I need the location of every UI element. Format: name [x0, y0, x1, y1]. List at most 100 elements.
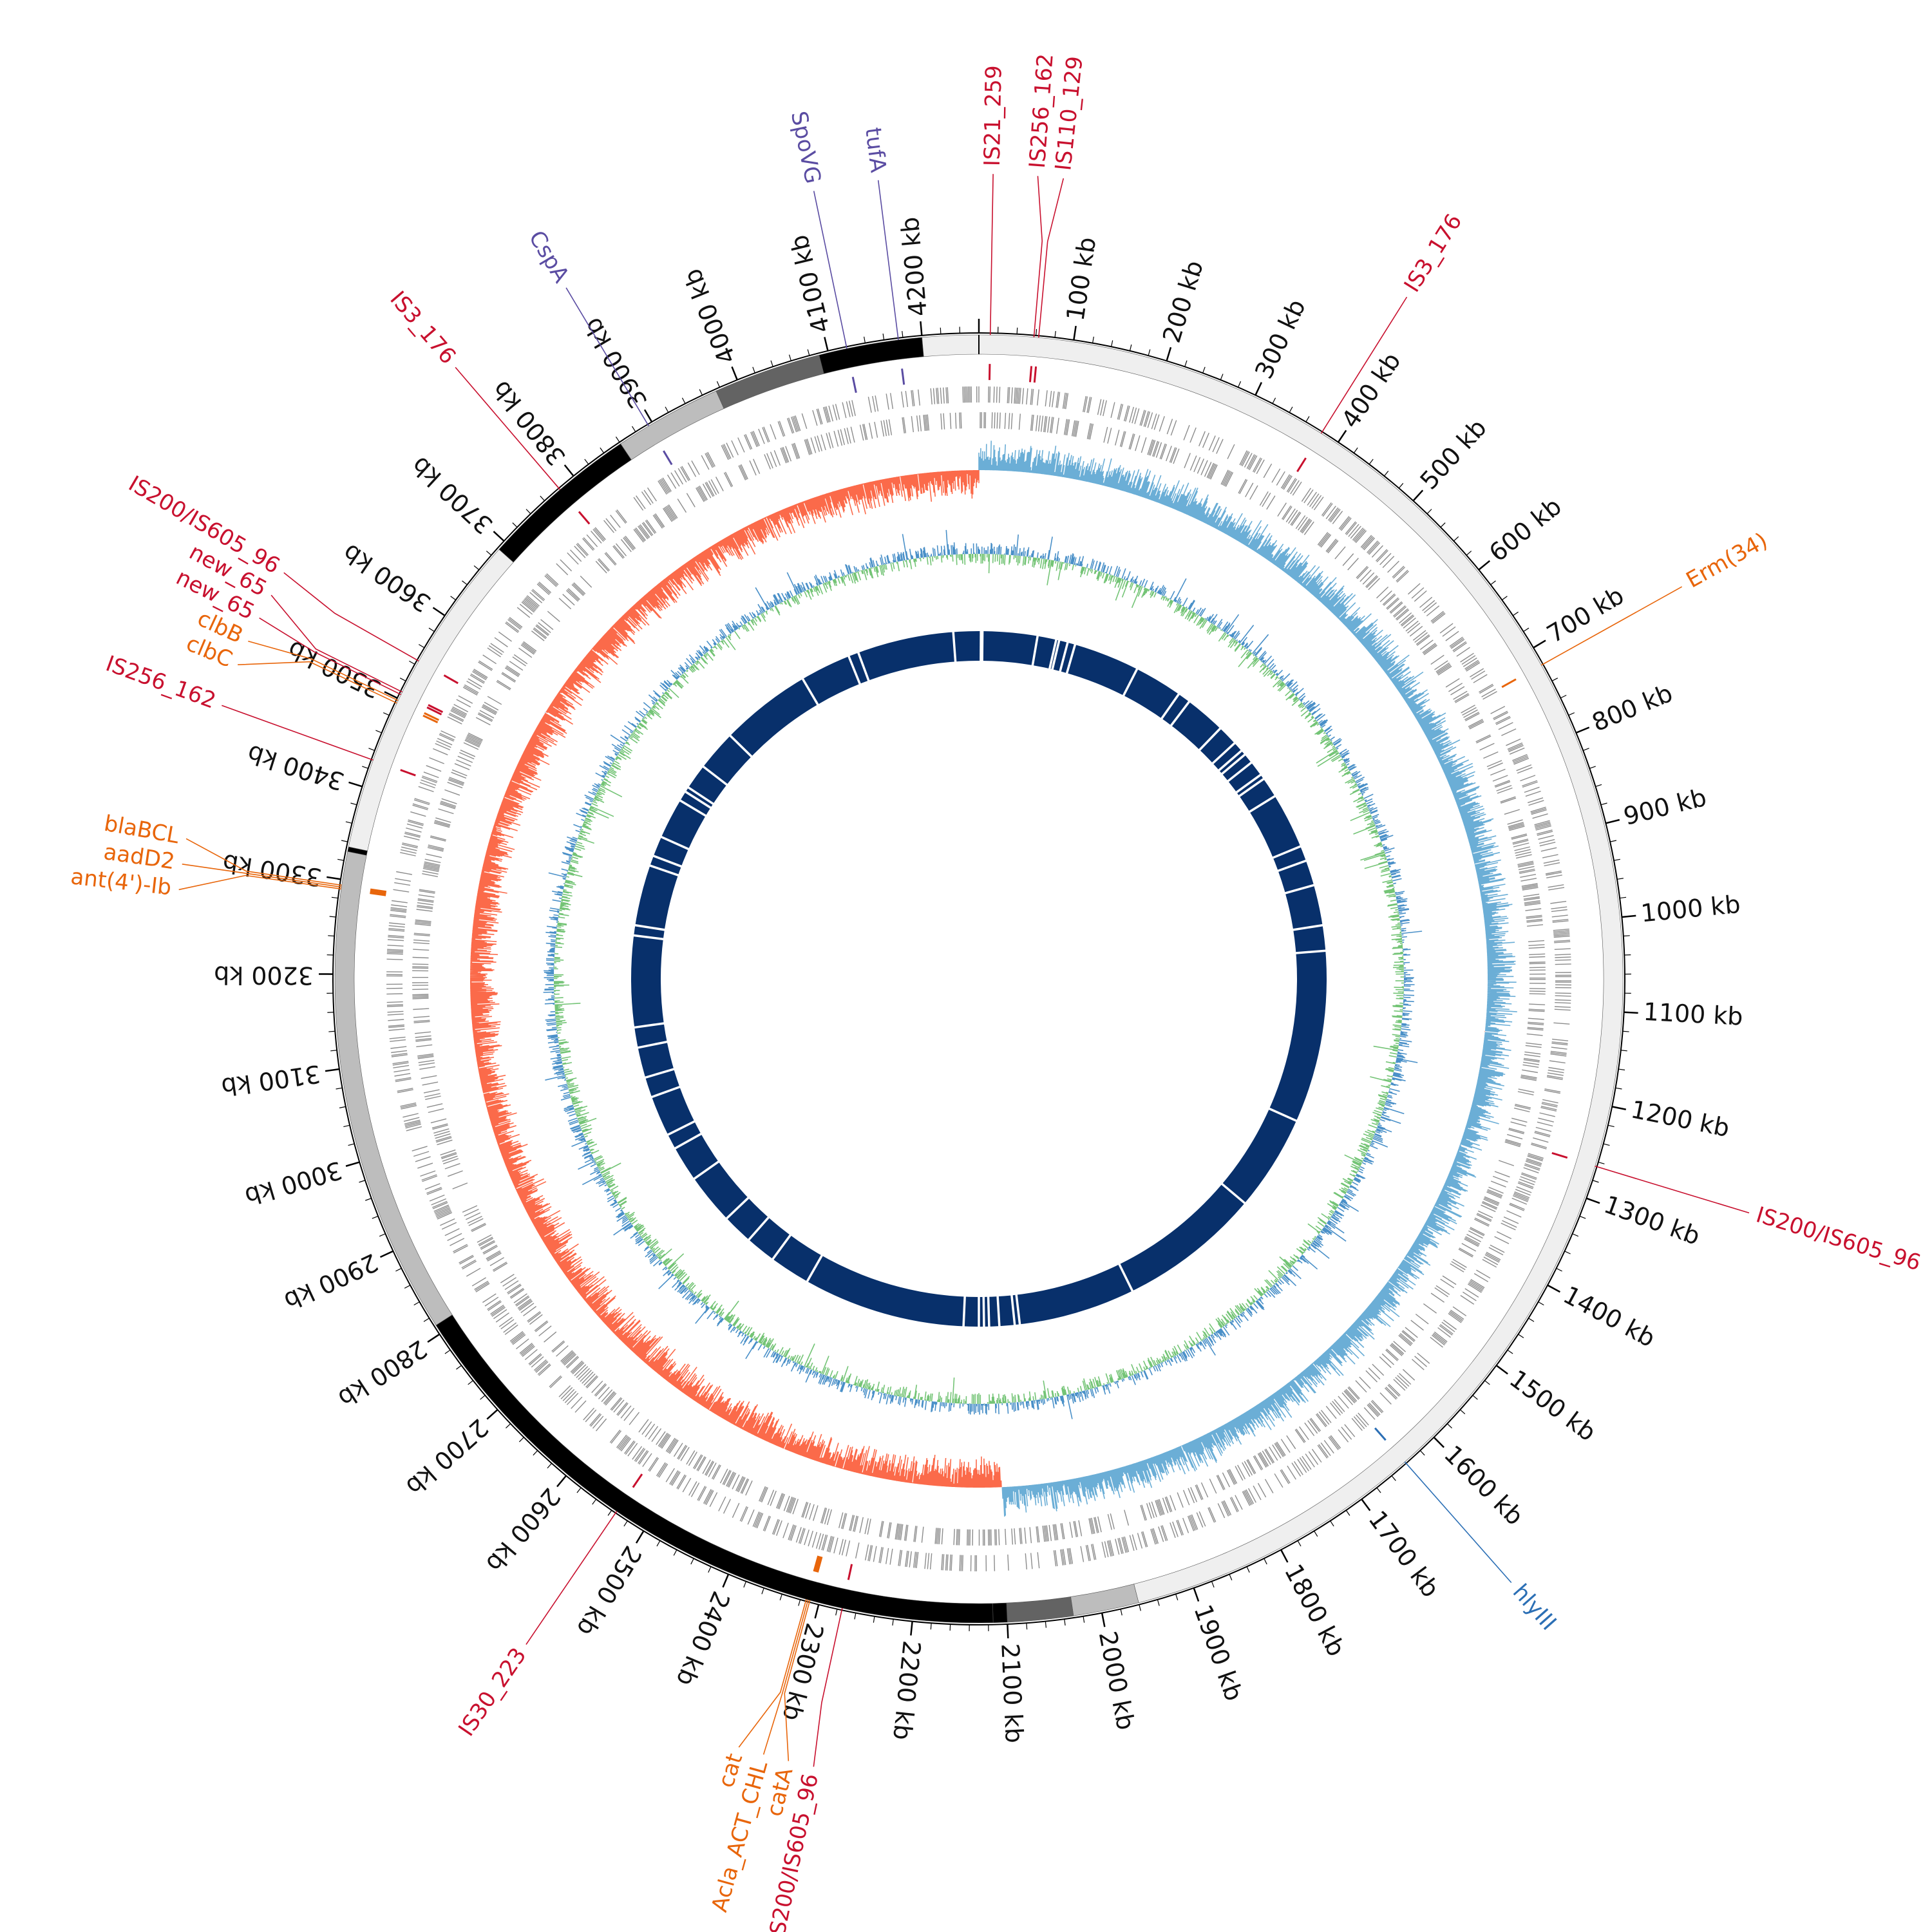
identity-gap	[692, 1160, 721, 1180]
gc-content-track	[543, 529, 1423, 1419]
identity-gap	[1237, 777, 1265, 798]
gc-low	[553, 553, 1405, 1405]
feature-leader-line	[813, 191, 848, 349]
identity-gap	[1247, 794, 1277, 814]
feature-label: IS30_223	[453, 1643, 531, 1741]
major-tick	[1495, 1365, 1508, 1375]
tick-label: 2800 kb	[333, 1334, 432, 1413]
feature-leader-line	[238, 661, 397, 704]
major-tick	[1101, 1613, 1106, 1627]
minor-tick	[607, 1510, 612, 1516]
identity-gap	[1117, 1262, 1134, 1293]
tick-label: 1600 kb	[1439, 1440, 1529, 1531]
minor-tick	[336, 1087, 343, 1090]
feature-leader-line	[1320, 296, 1408, 434]
minor-tick	[1092, 336, 1094, 343]
major-tick	[384, 691, 398, 699]
minor-tick	[576, 1487, 582, 1493]
major-tick	[427, 1333, 440, 1343]
feature-leader-line	[248, 640, 399, 701]
minor-tick	[1054, 330, 1056, 338]
minor-tick	[1272, 397, 1276, 404]
minor-tick	[329, 916, 336, 918]
minor-tick	[1620, 1050, 1627, 1052]
minor-tick	[339, 1106, 346, 1108]
region-ring	[334, 334, 1624, 1624]
identity-gap	[678, 799, 708, 818]
minor-tick	[343, 1124, 350, 1128]
identity-gap	[1015, 1293, 1021, 1326]
major-tick	[1412, 489, 1424, 502]
tick-label: 2100 kb	[996, 1643, 1028, 1744]
region-arc	[498, 443, 632, 563]
feature-marker	[1374, 1427, 1387, 1441]
major-tick	[1478, 560, 1491, 571]
skew-negative	[469, 469, 1485, 1488]
tick-label: 1700 kb	[1363, 1506, 1444, 1603]
feature-leader-line	[1595, 1165, 1750, 1214]
minor-tick	[1490, 580, 1496, 585]
region-arc	[1070, 1584, 1139, 1616]
minor-tick	[480, 1395, 486, 1400]
identity-gap	[649, 864, 680, 877]
major-tick	[722, 1574, 730, 1588]
feature-marker	[1296, 457, 1307, 473]
minor-tick	[1220, 374, 1224, 381]
identity-gap	[1283, 884, 1316, 895]
minor-tick	[330, 1050, 337, 1052]
feature-leader-line	[1540, 586, 1683, 666]
minor-tick	[512, 522, 518, 528]
identity-gap	[666, 1119, 696, 1137]
tick-label: 800 kb	[1588, 679, 1677, 737]
minor-tick	[592, 1499, 597, 1505]
minor-tick	[1610, 840, 1617, 842]
feature-leader-line	[185, 838, 342, 886]
identity-gap	[1122, 667, 1139, 697]
feature-marker	[400, 769, 416, 777]
tick-label: 1000 kb	[1640, 890, 1741, 928]
feature-label: IS21_259	[980, 65, 1007, 166]
major-tick	[1433, 1436, 1444, 1448]
feature-label: IS3_176	[384, 287, 460, 370]
region-arc	[992, 1602, 1008, 1624]
minor-tick	[600, 447, 605, 453]
tick-label: 3600 kb	[337, 538, 436, 618]
tick-label: 500 kb	[1414, 413, 1492, 495]
minor-tick	[1237, 381, 1242, 388]
minor-tick	[854, 1613, 857, 1620]
minor-tick	[1229, 1574, 1233, 1580]
feature-leader-line	[784, 1600, 811, 1761]
tick-label: 3800 kb	[486, 375, 571, 471]
feature-label: IS200/IS605_96	[1753, 1202, 1924, 1276]
minor-tick	[779, 1594, 782, 1600]
major-tick	[1007, 1624, 1009, 1639]
tick-label: 1900 kb	[1188, 1601, 1248, 1705]
minor-tick	[1353, 447, 1358, 453]
tick-label: 300 kb	[1249, 295, 1311, 383]
identity-gap	[1160, 692, 1180, 721]
major-tick	[635, 1530, 645, 1544]
minor-tick	[1572, 1233, 1579, 1237]
minor-tick	[365, 1198, 372, 1201]
identity-gap	[805, 1254, 824, 1283]
identity-gap	[1010, 1294, 1016, 1327]
minor-tick	[1615, 1087, 1622, 1090]
major-tick	[824, 337, 829, 352]
minor-tick	[350, 802, 357, 806]
feature-leader-line	[762, 1599, 809, 1755]
minor-tick	[345, 821, 352, 824]
identity-gap	[747, 1215, 770, 1242]
minor-tick	[873, 1616, 875, 1623]
minor-tick	[383, 712, 390, 716]
identity-gap	[1211, 741, 1236, 765]
minor-tick	[1036, 328, 1037, 336]
feature-marker	[847, 1564, 853, 1580]
identity-gap	[771, 1233, 792, 1261]
major-tick	[1586, 1197, 1600, 1204]
identity-gap	[1235, 773, 1262, 794]
feature-marker	[1033, 366, 1037, 383]
feature-leader-line	[222, 705, 374, 761]
feature-label: tufA	[860, 126, 891, 175]
tick-label: 2200 kb	[887, 1639, 926, 1741]
tick-label: 3300 kb	[221, 848, 324, 891]
